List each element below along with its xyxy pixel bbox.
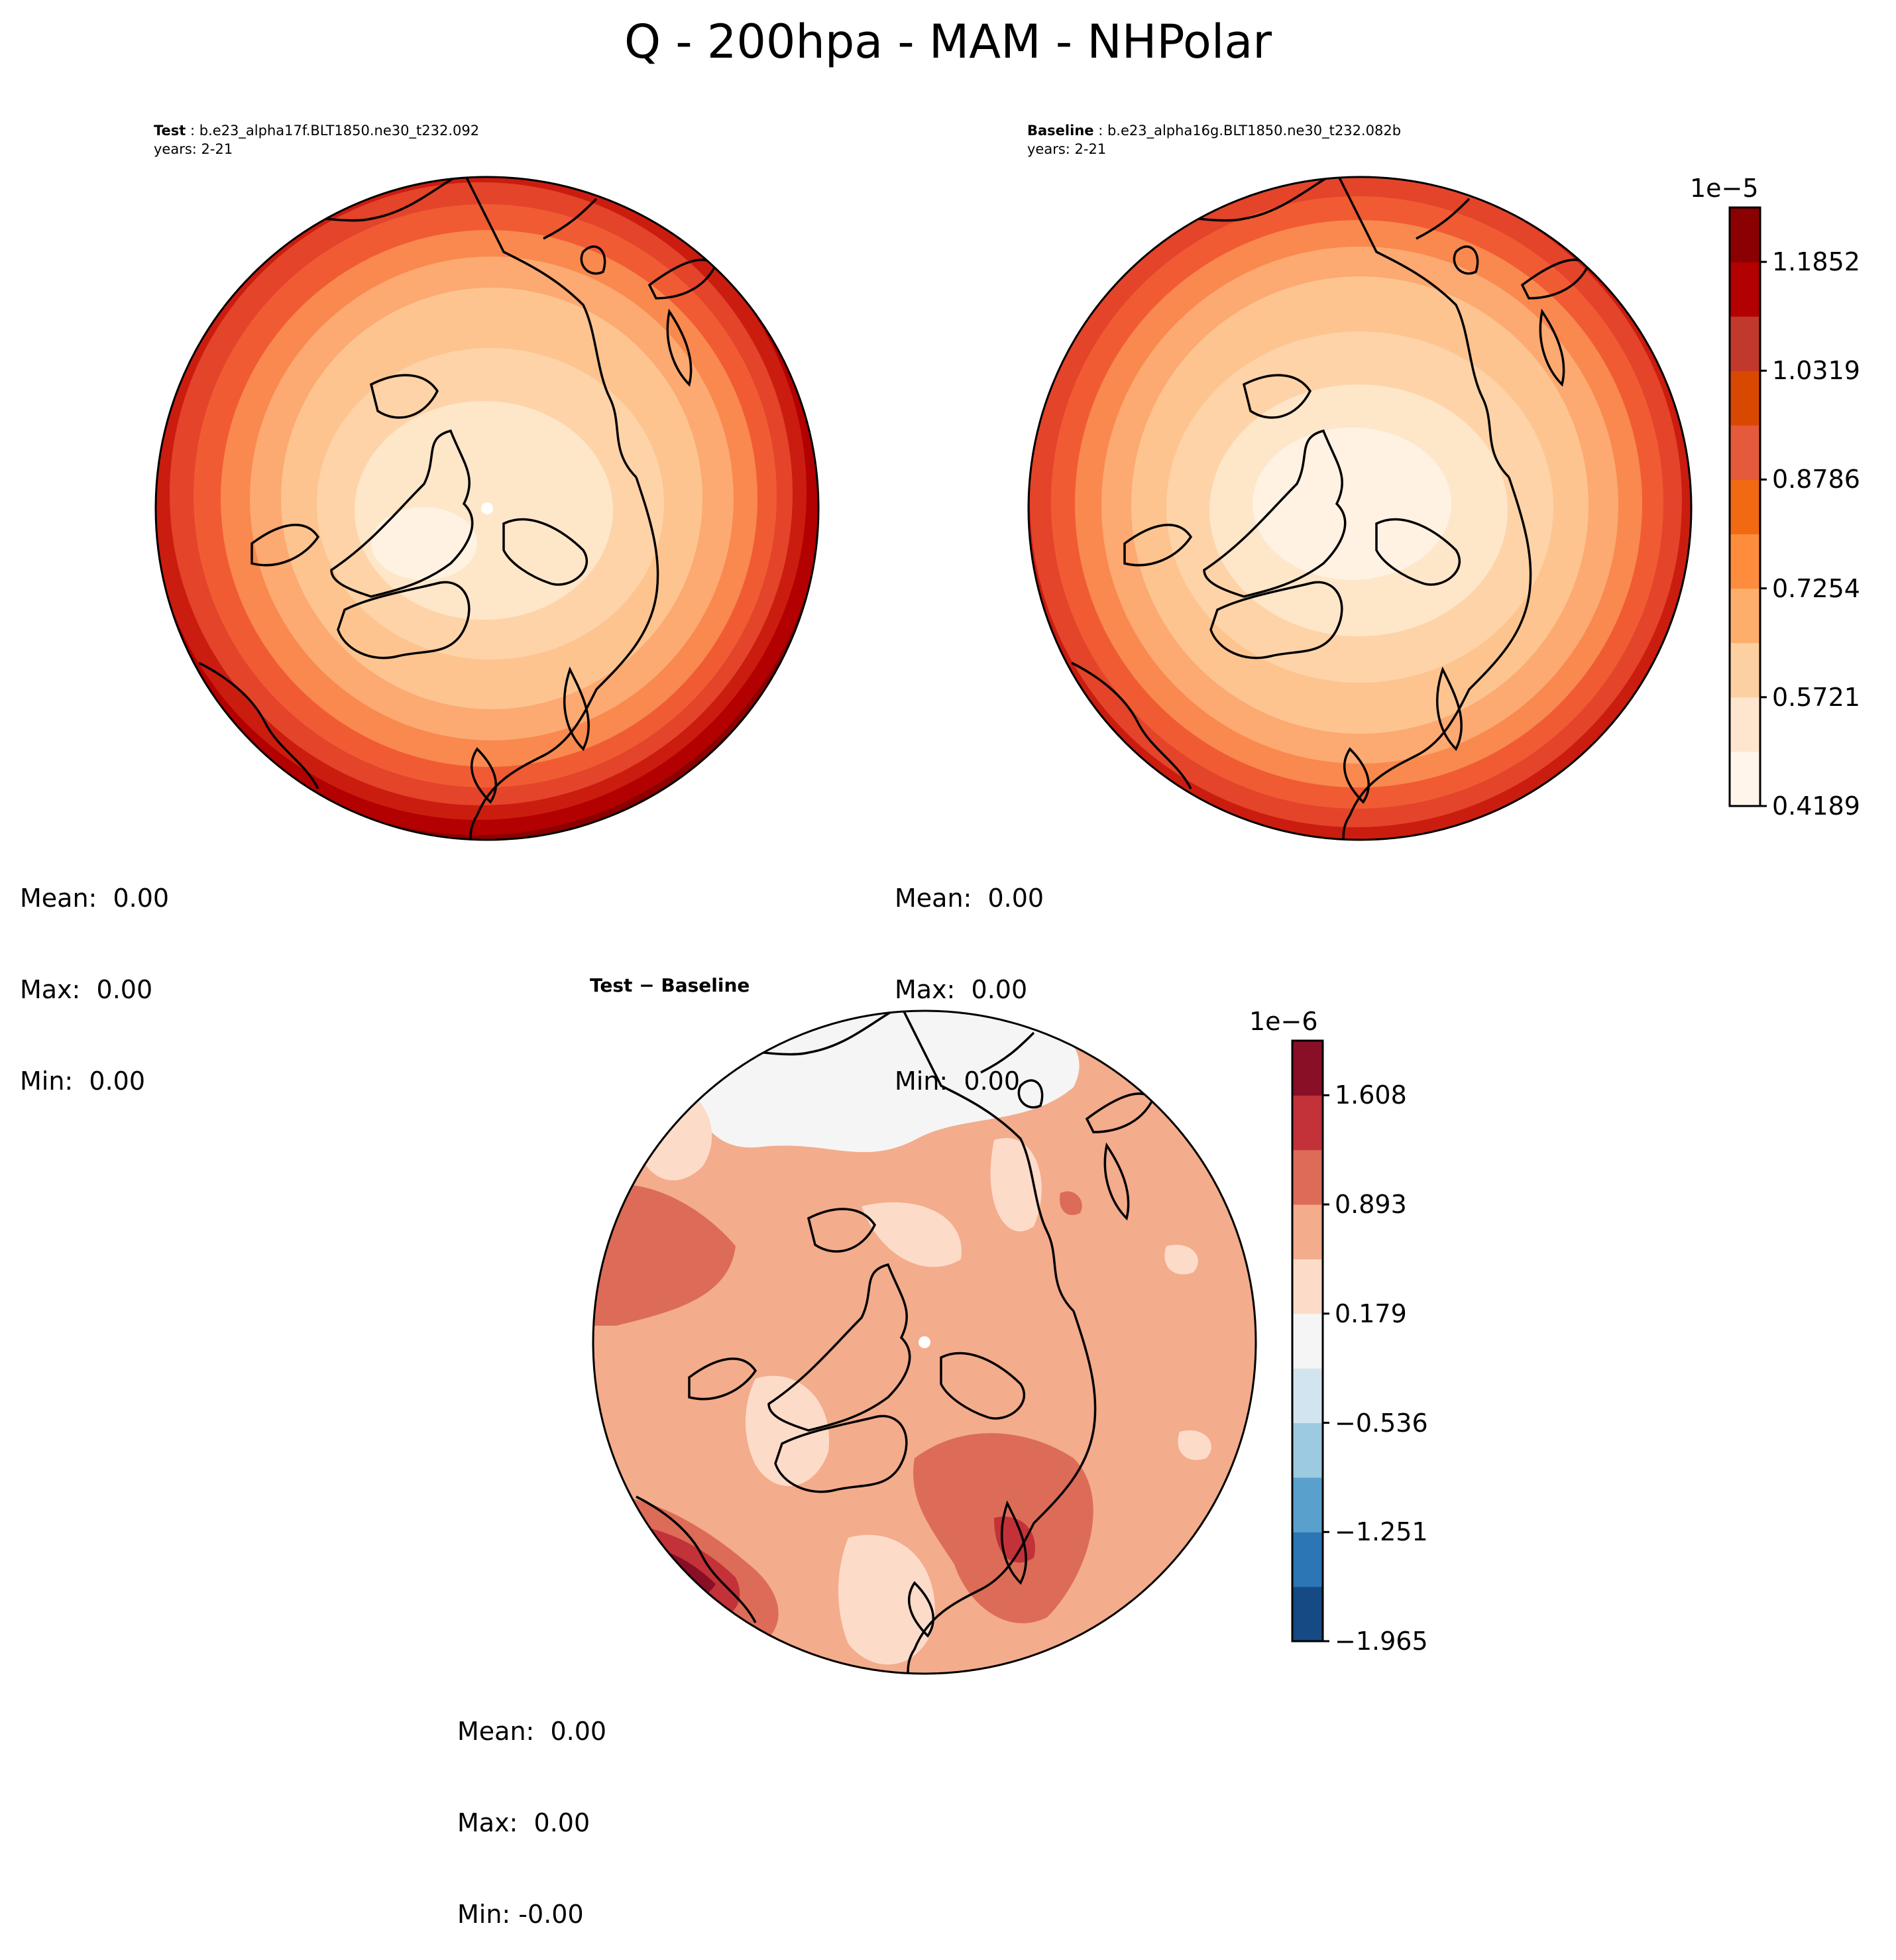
baseline-map-field [1029, 177, 1691, 840]
colorbar-main-frame [1728, 206, 1761, 807]
colorbar-main-tick-label: 0.4189 [1772, 791, 1860, 821]
colorbar-main-segment [1730, 534, 1760, 589]
baseline-coastlines [1071, 177, 1590, 840]
colorbar-main-segment [1730, 371, 1760, 426]
colorbar-main-tick-label: 0.5721 [1772, 682, 1860, 712]
colorbar-diff-segment [1292, 1259, 1323, 1314]
diff-max: Max: 0.00 [457, 1808, 590, 1837]
colorbar-main-segment [1730, 316, 1760, 371]
test-coastlines [198, 177, 718, 840]
baseline-case-name: b.e23_alpha16g.BLT1850.ne30_t232.082b [1107, 123, 1402, 139]
test-mean: Mean: 0.00 [20, 884, 170, 913]
colorbar-diff-tick-label: −1.251 [1335, 1517, 1428, 1547]
test-max: Max: 0.00 [20, 975, 153, 1004]
figure-title: Q - 200hpa - MAM - NHPolar [624, 15, 1272, 69]
colorbar-diff [1291, 1039, 1329, 1643]
diff-stats: Mean: 0.00 Max: 0.00 Min: -0.00 [457, 1655, 606, 1960]
colorbar-diff-tick-label: 1.608 [1335, 1080, 1407, 1110]
baseline-max: Max: 0.00 [895, 975, 1028, 1004]
colorbar-diff-tick-label: −0.536 [1335, 1408, 1428, 1438]
test-map [154, 176, 820, 841]
colorbar-diff-tick-label: 0.893 [1335, 1190, 1407, 1220]
diff-coastlines [636, 1011, 1155, 1674]
colorbar-main-exponent: 1e−5 [1690, 174, 1759, 203]
colorbar-diff-segment [1292, 1477, 1323, 1532]
diff-min: Min: -0.00 [457, 1900, 584, 1929]
colorbar-main-segment [1730, 425, 1760, 480]
colorbar-main-segment [1730, 642, 1760, 698]
colorbar-diff-segment [1292, 1532, 1323, 1587]
diff-mean: Mean: 0.00 [457, 1717, 607, 1746]
colorbar-diff-segment [1292, 1586, 1323, 1642]
test-years: years: 2-21 [154, 141, 233, 157]
test-case-name: b.e23_alpha17f.BLT1850.ne30_t232.092 [199, 123, 480, 139]
colorbar-main-segment [1730, 588, 1760, 644]
baseline-map [1027, 176, 1693, 841]
baseline-header: Baseline : b.e23_alpha16g.BLT1850.ne30_t… [1027, 122, 1401, 139]
colorbar-main-segment [1730, 262, 1760, 317]
baseline-stats: Mean: 0.00 Max: 0.00 Min: 0.00 [895, 822, 1044, 1127]
baseline-label-sep: : [1093, 123, 1107, 139]
colorbar-main [1728, 206, 1767, 807]
colorbar-main-segment [1730, 697, 1760, 752]
baseline-label: Baseline [1027, 123, 1094, 139]
colorbar-main-tick-label: 0.7254 [1772, 573, 1860, 603]
diff-map [592, 1009, 1257, 1675]
test-map-field [156, 177, 818, 840]
colorbar-diff-frame [1291, 1039, 1324, 1643]
colorbar-main-segment [1730, 479, 1760, 535]
colorbar-diff-segment [1292, 1095, 1323, 1151]
test-min: Min: 0.00 [20, 1066, 145, 1096]
colorbar-diff-segment [1292, 1149, 1323, 1205]
test-stats: Mean: 0.00 Max: 0.00 Min: 0.00 [20, 822, 169, 1127]
colorbar-main-tick-label: 1.0319 [1772, 356, 1860, 386]
colorbar-diff-exponent: 1e−6 [1249, 1007, 1318, 1036]
test-label-sep: : [186, 123, 199, 139]
colorbar-main-segment [1730, 207, 1760, 262]
colorbar-diff-segment [1292, 1422, 1323, 1478]
baseline-years: years: 2-21 [1027, 141, 1107, 157]
colorbar-diff-segment [1292, 1204, 1323, 1259]
diff-title: Test − Baseline [590, 974, 750, 996]
colorbar-main-segment [1730, 751, 1760, 807]
colorbar-diff-tick-label: 0.179 [1335, 1298, 1407, 1328]
test-header: Test : b.e23_alpha17f.BLT1850.ne30_t232.… [154, 122, 479, 139]
test-label: Test [154, 123, 186, 139]
colorbar-diff-tick-label: −1.965 [1335, 1627, 1428, 1656]
colorbar-diff-segment [1292, 1041, 1323, 1096]
figure [154, 176, 1767, 1675]
colorbar-main-tick-label: 1.1852 [1772, 247, 1860, 277]
baseline-mean: Mean: 0.00 [895, 884, 1044, 913]
baseline-min: Min: 0.00 [895, 1066, 1020, 1096]
colorbar-diff-segment [1292, 1313, 1323, 1369]
colorbar-diff-segment [1292, 1368, 1323, 1424]
colorbar-main-tick-label: 0.8786 [1772, 465, 1860, 494]
